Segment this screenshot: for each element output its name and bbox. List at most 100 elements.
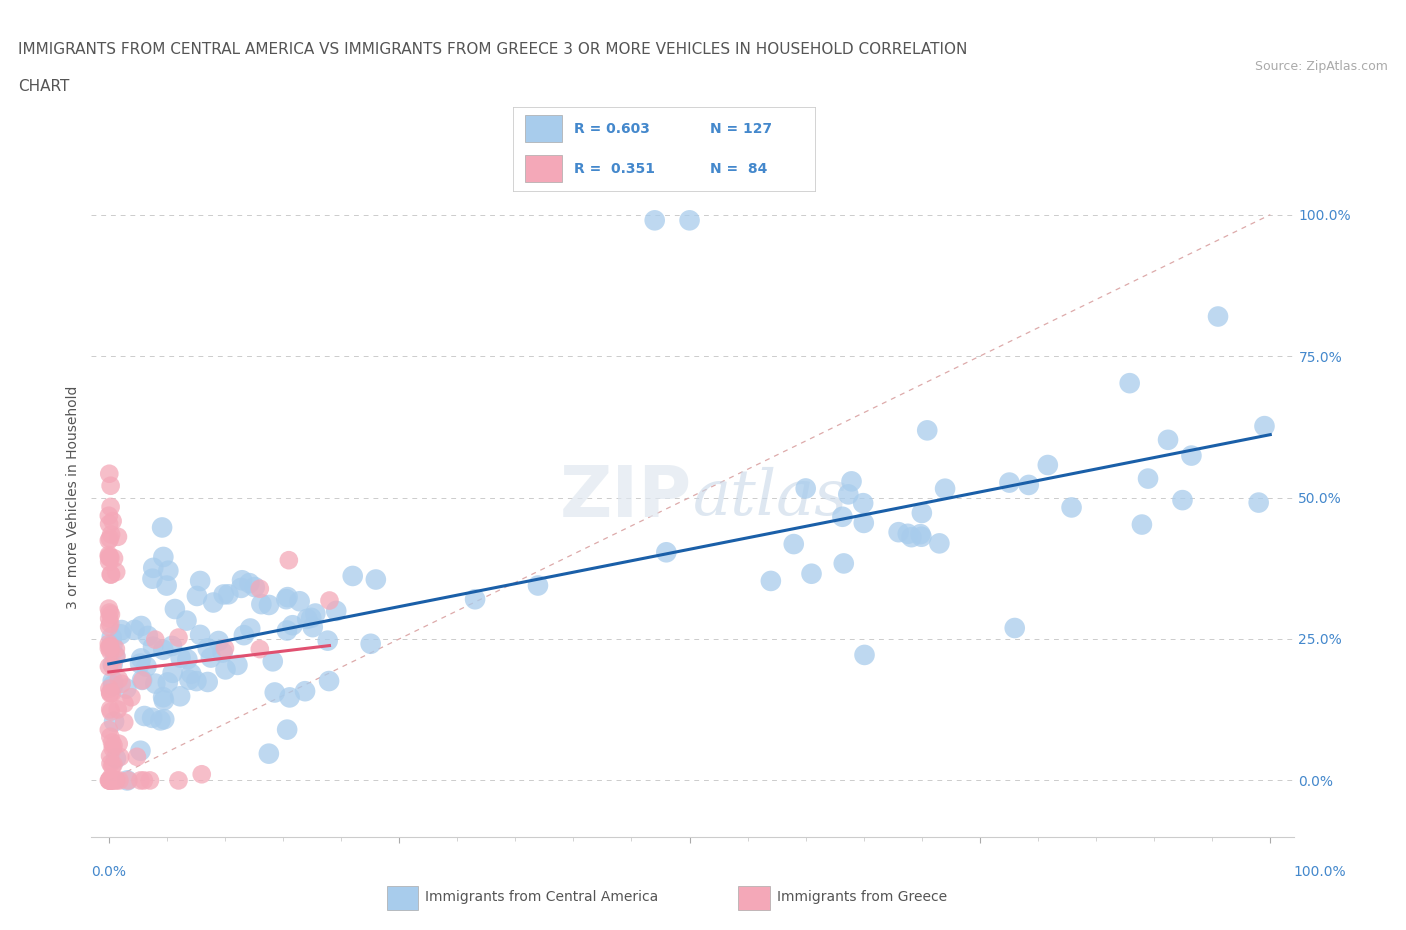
Y-axis label: 3 or more Vehicles in Household: 3 or more Vehicles in Household — [66, 386, 80, 609]
Point — [167, 631, 190, 645]
Point — [934, 481, 956, 496]
Point — [98, 605, 121, 620]
Point — [143, 676, 166, 691]
Point — [100, 478, 122, 493]
Point — [188, 628, 211, 643]
FancyBboxPatch shape — [526, 115, 561, 142]
Point — [179, 672, 201, 687]
Point — [1137, 472, 1160, 486]
Point — [103, 757, 125, 772]
Point — [212, 587, 235, 602]
Point — [276, 623, 298, 638]
Point — [100, 756, 122, 771]
Point — [98, 749, 121, 764]
Point — [794, 481, 817, 496]
Point — [156, 578, 179, 593]
Point — [136, 629, 159, 644]
Point — [110, 627, 132, 642]
Point — [149, 713, 172, 728]
Text: Immigrants from Central America: Immigrants from Central America — [425, 890, 658, 905]
Point — [141, 711, 163, 725]
Point — [238, 576, 260, 591]
Point — [231, 573, 253, 588]
Point — [1247, 495, 1270, 510]
Point — [101, 678, 124, 693]
Point — [162, 665, 184, 680]
Point — [142, 561, 165, 576]
Point — [226, 658, 249, 672]
Point — [831, 510, 853, 525]
Point — [157, 564, 180, 578]
Point — [98, 619, 121, 634]
Point — [169, 689, 191, 704]
Point — [101, 685, 124, 700]
Point — [100, 704, 122, 719]
Point — [114, 697, 136, 711]
Point — [276, 591, 298, 606]
Point — [288, 594, 311, 609]
Point — [249, 581, 271, 596]
Point — [1036, 458, 1059, 472]
Point — [100, 773, 122, 788]
Point — [101, 673, 124, 688]
Point — [101, 759, 124, 774]
Point — [98, 531, 121, 546]
Point — [98, 611, 121, 626]
Point — [231, 580, 253, 595]
Point — [277, 590, 299, 604]
Point — [141, 571, 163, 586]
Point — [134, 709, 156, 724]
Text: ZIP: ZIP — [560, 463, 692, 532]
Point — [103, 714, 125, 729]
Point — [911, 506, 934, 521]
Point — [152, 643, 174, 658]
Text: 0.0%: 0.0% — [91, 865, 127, 880]
Point — [277, 552, 299, 567]
Point — [98, 729, 121, 744]
Point — [112, 715, 135, 730]
Text: Immigrants from Greece: Immigrants from Greece — [778, 890, 946, 905]
Point — [139, 773, 162, 788]
Point — [186, 589, 208, 604]
Point — [217, 587, 239, 602]
Point — [316, 633, 339, 648]
Point — [142, 639, 165, 654]
Point — [129, 773, 152, 788]
Point — [160, 639, 183, 654]
Point — [318, 673, 340, 688]
Point — [180, 666, 202, 681]
Point — [278, 690, 301, 705]
Text: N = 127: N = 127 — [710, 122, 772, 136]
Point — [100, 773, 122, 788]
Point — [167, 773, 190, 788]
Point — [105, 565, 128, 579]
Point — [163, 602, 186, 617]
Point — [211, 645, 233, 660]
Point — [644, 213, 666, 228]
Point — [129, 657, 152, 671]
Point — [120, 690, 142, 705]
Text: R =  0.351: R = 0.351 — [574, 162, 655, 176]
Point — [108, 773, 131, 788]
Point — [131, 673, 153, 688]
Point — [97, 550, 120, 565]
Point — [928, 536, 950, 551]
Point — [100, 567, 122, 582]
Point — [98, 773, 121, 788]
Point — [98, 617, 121, 631]
Point — [190, 767, 212, 782]
Point — [202, 595, 225, 610]
Point — [1171, 493, 1194, 508]
Point — [115, 681, 138, 696]
Point — [125, 750, 148, 764]
Point — [853, 647, 876, 662]
Point — [103, 738, 125, 753]
Point — [304, 606, 326, 621]
Point — [759, 574, 782, 589]
Point — [832, 556, 855, 571]
Point — [100, 644, 122, 658]
Point — [243, 579, 266, 594]
Point — [257, 597, 280, 612]
Point — [852, 496, 875, 511]
Text: CHART: CHART — [18, 79, 70, 94]
